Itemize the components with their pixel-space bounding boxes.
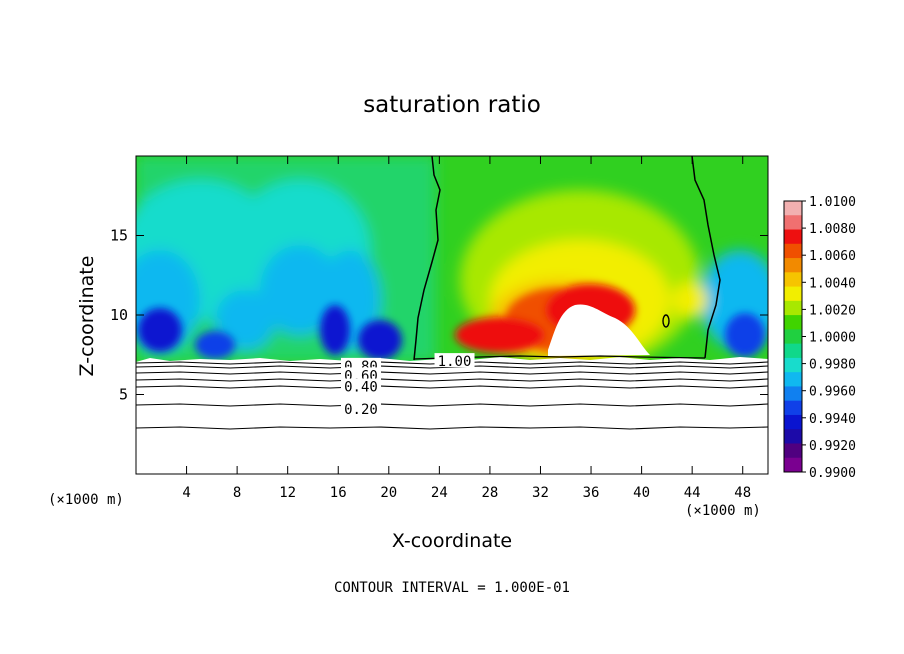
colorbar-label: 1.0080 xyxy=(809,222,856,237)
contour-interval-note: CONTOUR INTERVAL = 1.000E-01 xyxy=(334,580,570,596)
colorbar-swatch xyxy=(784,243,802,259)
chart-title: saturation ratio xyxy=(363,92,541,118)
x-axis: 4 8 12 16 20 24 28 32 36 40 44 48 xyxy=(182,156,751,501)
colorbar-swatch xyxy=(784,386,802,402)
x-axis-label: X-coordinate xyxy=(392,530,512,552)
colorbar-label: 0.9940 xyxy=(809,412,856,427)
colorbar-swatch xyxy=(784,315,802,330)
colorbar-swatch xyxy=(784,457,802,473)
contour-label-bg xyxy=(340,378,381,393)
x-tick-label: 20 xyxy=(380,485,397,501)
x-tick-label: 28 xyxy=(481,485,498,501)
x-tick-label: 48 xyxy=(734,485,751,501)
contour-label: 1.00 xyxy=(438,354,472,370)
colorbar-swatch xyxy=(784,414,802,430)
colorbar-swatch xyxy=(784,300,802,316)
colorbar-label: 1.0060 xyxy=(809,249,856,264)
contour-labels: 1.000.800.600.400.20 xyxy=(340,353,475,418)
saturation-field xyxy=(136,156,768,474)
y-tick-label: 15 xyxy=(110,227,128,245)
x-tick-label: 36 xyxy=(583,485,600,501)
y-tick-label: 10 xyxy=(110,306,128,324)
colorbar-swatch xyxy=(784,400,802,416)
colorbar-swatch xyxy=(784,272,802,288)
colorbar-label: 0.9920 xyxy=(809,439,856,454)
contour-label-bg xyxy=(340,367,381,382)
colorbar-label: 1.0100 xyxy=(809,195,856,210)
y-axis-label: Z-coordinate xyxy=(76,256,98,377)
colorbar-label: 1.0000 xyxy=(809,331,856,346)
x-tick-label: 16 xyxy=(330,485,347,501)
x-tick-label: 4 xyxy=(182,485,190,501)
x-tick-label: 32 xyxy=(532,485,549,501)
x-unit-right: (×1000 m) xyxy=(685,503,761,519)
x-tick-label: 24 xyxy=(431,485,448,501)
colorbar-label: 0.9900 xyxy=(809,466,856,481)
colorbar-label: 0.9960 xyxy=(809,385,856,400)
contour-label-bg xyxy=(434,353,475,368)
x-tick-label: 44 xyxy=(684,485,701,501)
colorbar-swatch xyxy=(784,215,802,231)
x-tick-label: 12 xyxy=(279,485,296,501)
colorbar-label: 1.0040 xyxy=(809,276,856,291)
colorbar-swatch xyxy=(784,258,802,273)
colorbar-swatch xyxy=(784,357,802,373)
colorbar: 1.0100 1.0080 1.0060 1.0040 1.0020 1.0000 0.99… xyxy=(783,195,856,481)
colorbar-swatch xyxy=(784,429,802,444)
contour-label: 0.40 xyxy=(344,380,378,396)
colorbar-swatch xyxy=(784,201,802,216)
y-axis: 5 10 15 xyxy=(110,227,768,404)
contour-label-bg xyxy=(340,400,381,415)
contour-label: 0.20 xyxy=(344,402,378,418)
colorbar-swatch xyxy=(784,443,802,459)
colorbar-label: 0.9980 xyxy=(809,358,856,373)
x-tick-label: 40 xyxy=(633,485,650,501)
colorbar-swatch xyxy=(784,372,802,387)
x-tick-label: 8 xyxy=(233,485,241,501)
colorbar-swatch xyxy=(784,343,802,359)
colorbar-label: 1.0020 xyxy=(809,303,856,318)
y-tick-label: 5 xyxy=(119,386,128,404)
colorbar-swatch xyxy=(784,286,802,302)
colorbar-swatch xyxy=(784,329,802,345)
x-unit-left: (×1000 m) xyxy=(48,492,124,508)
colorbar-swatch xyxy=(784,229,802,245)
